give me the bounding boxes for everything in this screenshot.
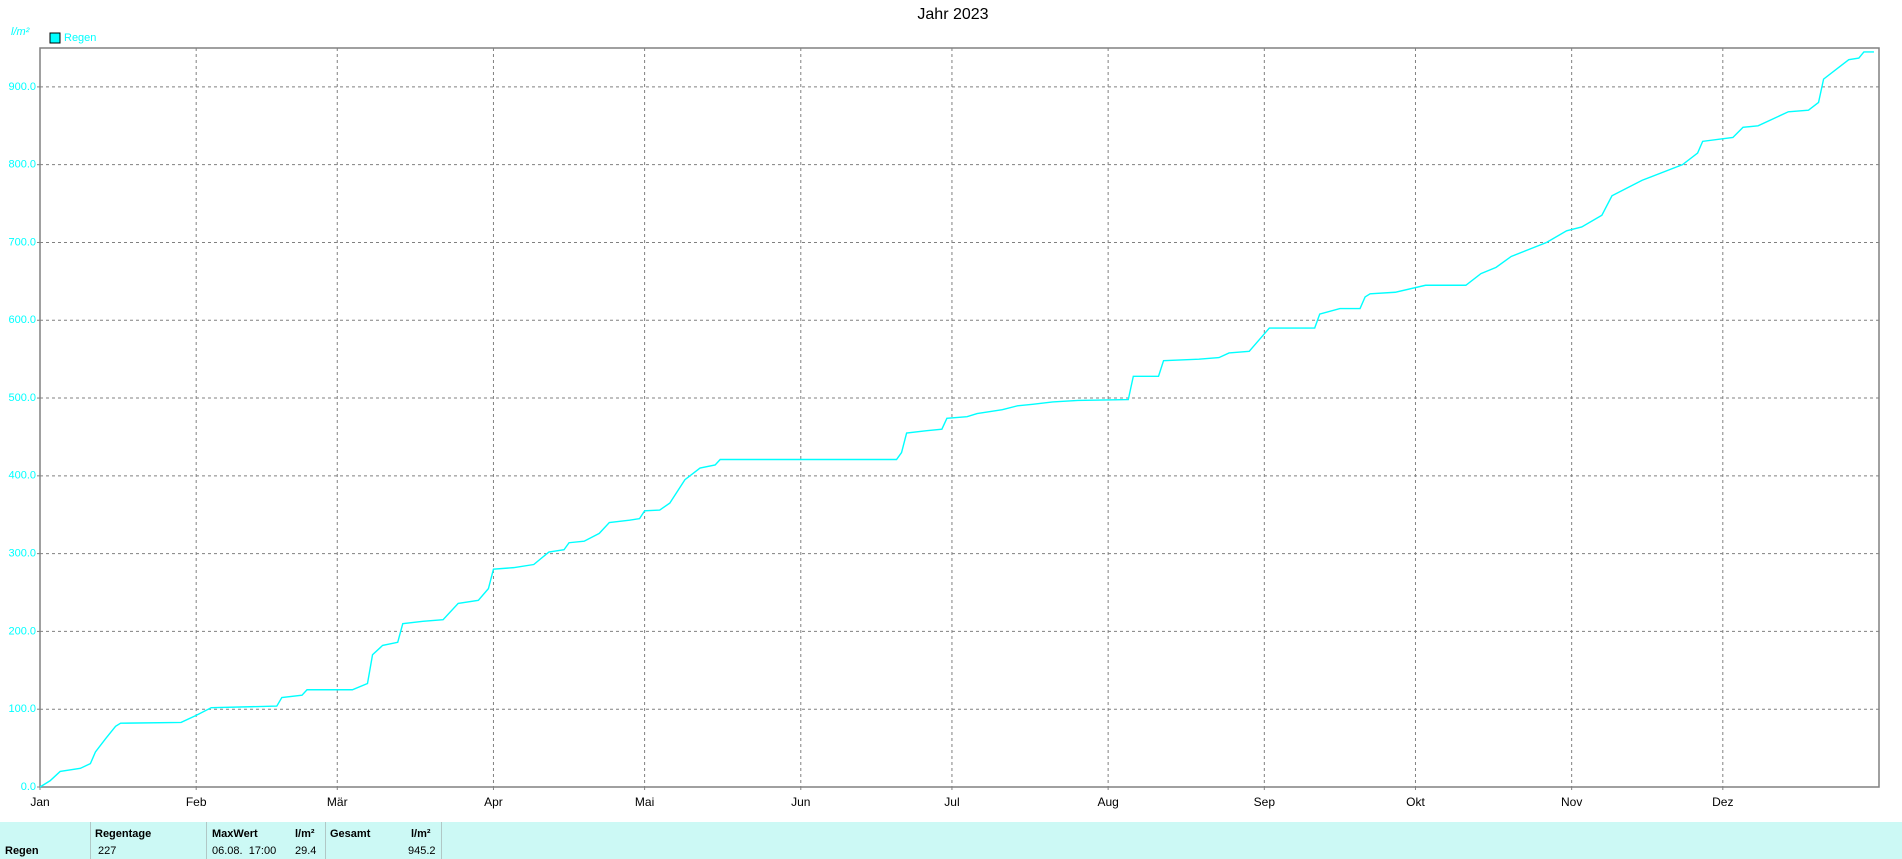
x-tick-label: Mär — [327, 795, 348, 809]
stat-header: l/m² — [295, 828, 315, 840]
y-tick-label: 900.0 — [8, 81, 36, 93]
separator — [441, 822, 442, 859]
separator — [206, 822, 207, 859]
stat-value: 227 — [98, 845, 117, 857]
y-tick-label: 600.0 — [8, 314, 36, 326]
stat-header: Regentage — [95, 828, 152, 840]
x-tick-label: Jun — [791, 795, 810, 809]
separator — [325, 822, 326, 859]
y-tick-label: 700.0 — [8, 236, 36, 248]
stat-header: l/m² — [411, 828, 431, 840]
y-tick-label: 0.0 — [21, 781, 36, 793]
x-tick-label: Okt — [1406, 795, 1425, 809]
y-tick-label: 200.0 — [8, 625, 36, 637]
x-tick-label: Dez — [1712, 795, 1733, 809]
x-tick-label: Apr — [484, 795, 503, 809]
separator — [90, 822, 91, 859]
legend-swatch — [49, 32, 61, 44]
stat-value: 29.4 — [295, 845, 317, 857]
y-tick-label: 300.0 — [8, 548, 36, 560]
stat-header: Gesamt — [330, 828, 371, 840]
legend-label: Regen — [64, 32, 96, 44]
stats-panel: Regen Regentage MaxWert l/m² Gesamt l/m²… — [0, 822, 1902, 859]
x-tick-label: Aug — [1097, 795, 1118, 809]
chart-title: Jahr 2023 — [917, 6, 988, 23]
stat-value: 06.08. 17:00 — [212, 845, 277, 857]
x-tick-label: Nov — [1561, 795, 1582, 809]
plot-frame — [39, 47, 1880, 788]
y-tick-label: 400.0 — [8, 470, 36, 482]
y-tick-label: 500.0 — [8, 392, 36, 404]
y-tick-label: 800.0 — [8, 159, 36, 171]
data-line — [39, 51, 1874, 788]
x-tick-label: Feb — [186, 795, 207, 809]
stat-header: MaxWert — [212, 828, 258, 840]
x-tick-label: Sep — [1254, 795, 1276, 809]
y-tick-label: 100.0 — [8, 703, 36, 715]
x-tick-label: Mai — [635, 795, 654, 809]
chart: Jahr 2023 l/m² 0.0 100.0 200.0 300.0 400.0 50… — [8, 6, 1880, 809]
y-axis-label: l/m² — [11, 26, 30, 38]
row-label: Regen — [5, 845, 39, 857]
stat-value: 945.2 — [408, 845, 436, 857]
x-tick-label: Jan — [30, 795, 49, 809]
x-tick-label: Jul — [944, 795, 959, 809]
